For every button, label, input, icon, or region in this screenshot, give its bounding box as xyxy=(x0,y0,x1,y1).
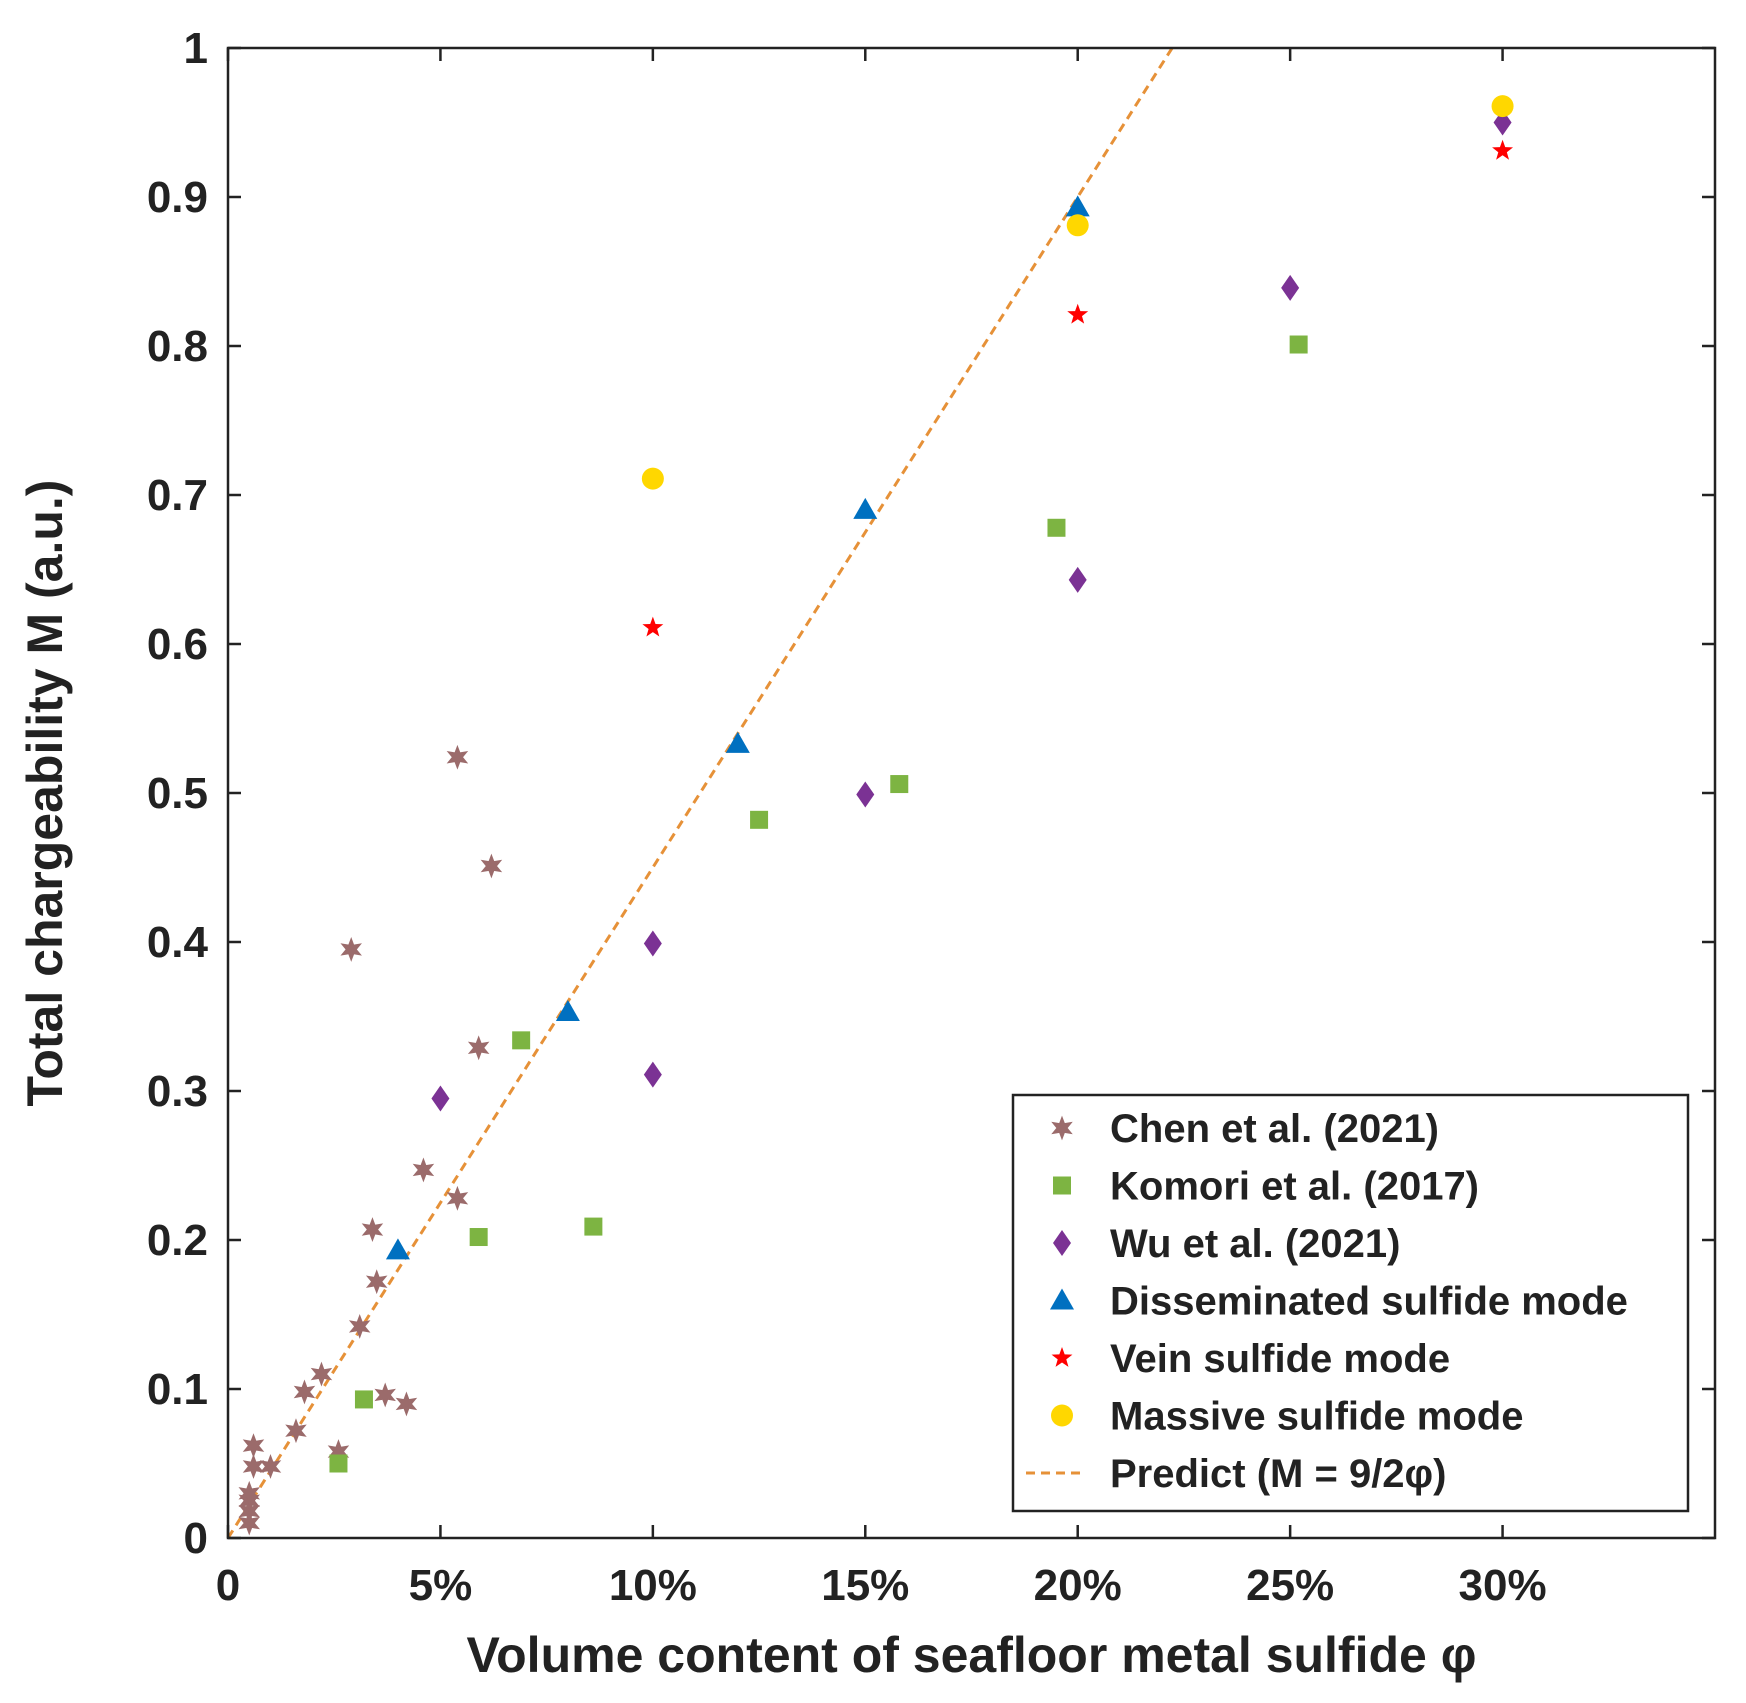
legend-swatch-vein-sulfide-mode xyxy=(1051,1347,1073,1367)
y-tick-label: 0.1 xyxy=(147,1365,208,1414)
point-chen-et-al-2021 xyxy=(412,1157,435,1183)
point-vein-sulfide-mode xyxy=(642,616,664,637)
x-tick-label: 5% xyxy=(409,1561,473,1610)
series-chen-et-al-2021 xyxy=(238,744,503,1536)
point-chen-et-al-2021 xyxy=(395,1391,418,1417)
point-chen-et-al-2021 xyxy=(310,1361,333,1387)
point-massive-sulfide-mode xyxy=(1491,95,1514,118)
point-komori-et-al-2017 xyxy=(329,1454,348,1473)
legend-item-massive-sulfide-mode: Massive sulfide mode xyxy=(1051,1395,1523,1439)
legend: Chen et al. (2021) Komori et al. (2017) Wu… xyxy=(1011,1093,1690,1513)
point-disseminated-sulfide-mode xyxy=(1065,195,1090,217)
y-tick-label: 0.3 xyxy=(147,1067,208,1116)
prediction-line xyxy=(228,48,1174,1538)
y-tick-label: 0.5 xyxy=(147,769,208,818)
legend-swatch-massive-sulfide-mode xyxy=(1051,1404,1073,1427)
point-chen-et-al-2021 xyxy=(348,1313,371,1339)
point-chen-et-al-2021 xyxy=(446,744,469,770)
point-wu-et-al-2021 xyxy=(1281,274,1300,301)
point-chen-et-al-2021 xyxy=(293,1379,316,1405)
x-tick-label: 25% xyxy=(1246,1561,1334,1610)
y-tick-label: 0.6 xyxy=(147,620,208,669)
point-chen-et-al-2021 xyxy=(285,1418,307,1444)
legend-label: Chen et al. (2021) xyxy=(1110,1107,1439,1151)
point-wu-et-al-2021 xyxy=(431,1085,450,1112)
point-chen-et-al-2021 xyxy=(238,1480,261,1506)
legend-item-komori-et-al-2017: Komori et al. (2017) xyxy=(1053,1165,1479,1209)
point-chen-et-al-2021 xyxy=(446,1185,469,1211)
legend-item-predict-m-9-2: Predict (M = 9/2φ) xyxy=(1026,1452,1446,1496)
point-chen-et-al-2021 xyxy=(365,1269,388,1295)
y-tick-label: 0.9 xyxy=(147,173,208,222)
point-wu-et-al-2021 xyxy=(856,781,875,808)
x-tick-label: 10% xyxy=(609,1561,697,1610)
point-wu-et-al-2021 xyxy=(643,930,662,957)
point-chen-et-al-2021 xyxy=(480,853,503,879)
legend-label: Vein sulfide mode xyxy=(1110,1337,1450,1381)
legend-item-wu-et-al-2021: Wu et al. (2021) xyxy=(1053,1222,1400,1266)
legend-label: Predict (M = 9/2φ) xyxy=(1110,1452,1446,1496)
point-komori-et-al-2017 xyxy=(512,1031,531,1050)
point-komori-et-al-2017 xyxy=(354,1390,373,1409)
point-komori-et-al-2017 xyxy=(750,810,769,829)
y-axis-label: Total chargeability M (a.u.) xyxy=(17,480,73,1107)
point-massive-sulfide-mode xyxy=(641,467,664,490)
legend-swatch-komori-et-al-2017 xyxy=(1053,1176,1071,1195)
point-chen-et-al-2021 xyxy=(361,1217,384,1242)
point-disseminated-sulfide-mode xyxy=(385,1238,410,1260)
legend-item-vein-sulfide-mode: Vein sulfide mode xyxy=(1051,1337,1450,1381)
legend-box xyxy=(1011,1093,1690,1513)
y-tick-label: 1 xyxy=(184,24,208,73)
point-chen-et-al-2021 xyxy=(467,1035,490,1061)
point-chen-et-al-2021 xyxy=(242,1433,265,1459)
x-axis-label: Volume content of seafloor metal sulfide… xyxy=(467,1627,1477,1683)
legend-label: Massive sulfide mode xyxy=(1110,1395,1523,1439)
point-vein-sulfide-mode xyxy=(1492,139,1514,160)
point-massive-sulfide-mode xyxy=(1066,214,1089,237)
point-disseminated-sulfide-mode xyxy=(853,497,878,519)
x-tick-label: 30% xyxy=(1459,1561,1547,1610)
point-disseminated-sulfide-mode xyxy=(555,1000,580,1022)
point-wu-et-al-2021 xyxy=(1068,566,1087,593)
legend-label: Komori et al. (2017) xyxy=(1110,1165,1479,1209)
point-chen-et-al-2021 xyxy=(259,1454,282,1479)
legend-swatch-wu-et-al-2021 xyxy=(1053,1230,1071,1256)
point-disseminated-sulfide-mode xyxy=(725,731,750,753)
legend-item-disseminated-sulfide-mode: Disseminated sulfide mode xyxy=(1050,1280,1628,1324)
series-massive-sulfide-mode xyxy=(641,95,1514,490)
y-tick-label: 0.2 xyxy=(147,1216,208,1265)
point-komori-et-al-2017 xyxy=(469,1228,488,1247)
series-komori-et-al-2017 xyxy=(329,335,1308,1473)
y-tick-label: 0 xyxy=(184,1514,208,1563)
legend-swatch-chen-et-al-2021 xyxy=(1051,1115,1073,1141)
legend-label: Wu et al. (2021) xyxy=(1110,1222,1400,1266)
legend-swatch-disseminated-sulfide-mode xyxy=(1050,1288,1074,1310)
point-chen-et-al-2021 xyxy=(374,1382,396,1408)
legend-item-chen-et-al-2021: Chen et al. (2021) xyxy=(1051,1107,1439,1151)
point-komori-et-al-2017 xyxy=(584,1217,603,1236)
y-tick-label: 0.8 xyxy=(147,322,208,371)
y-tick-label: 0.4 xyxy=(147,918,209,967)
legend-label: Disseminated sulfide mode xyxy=(1110,1280,1628,1324)
point-komori-et-al-2017 xyxy=(1047,518,1066,537)
series-disseminated-sulfide-mode xyxy=(385,195,1090,1260)
point-komori-et-al-2017 xyxy=(890,775,909,794)
point-vein-sulfide-mode xyxy=(1067,303,1089,324)
point-komori-et-al-2017 xyxy=(1289,335,1308,354)
x-tick-label: 20% xyxy=(1034,1561,1122,1610)
point-chen-et-al-2021 xyxy=(340,937,362,962)
x-tick-label: 0 xyxy=(216,1561,240,1610)
x-tick-label: 15% xyxy=(821,1561,909,1610)
y-tick-label: 0.7 xyxy=(147,471,208,520)
series-vein-sulfide-mode xyxy=(642,139,1514,637)
point-wu-et-al-2021 xyxy=(643,1061,662,1088)
